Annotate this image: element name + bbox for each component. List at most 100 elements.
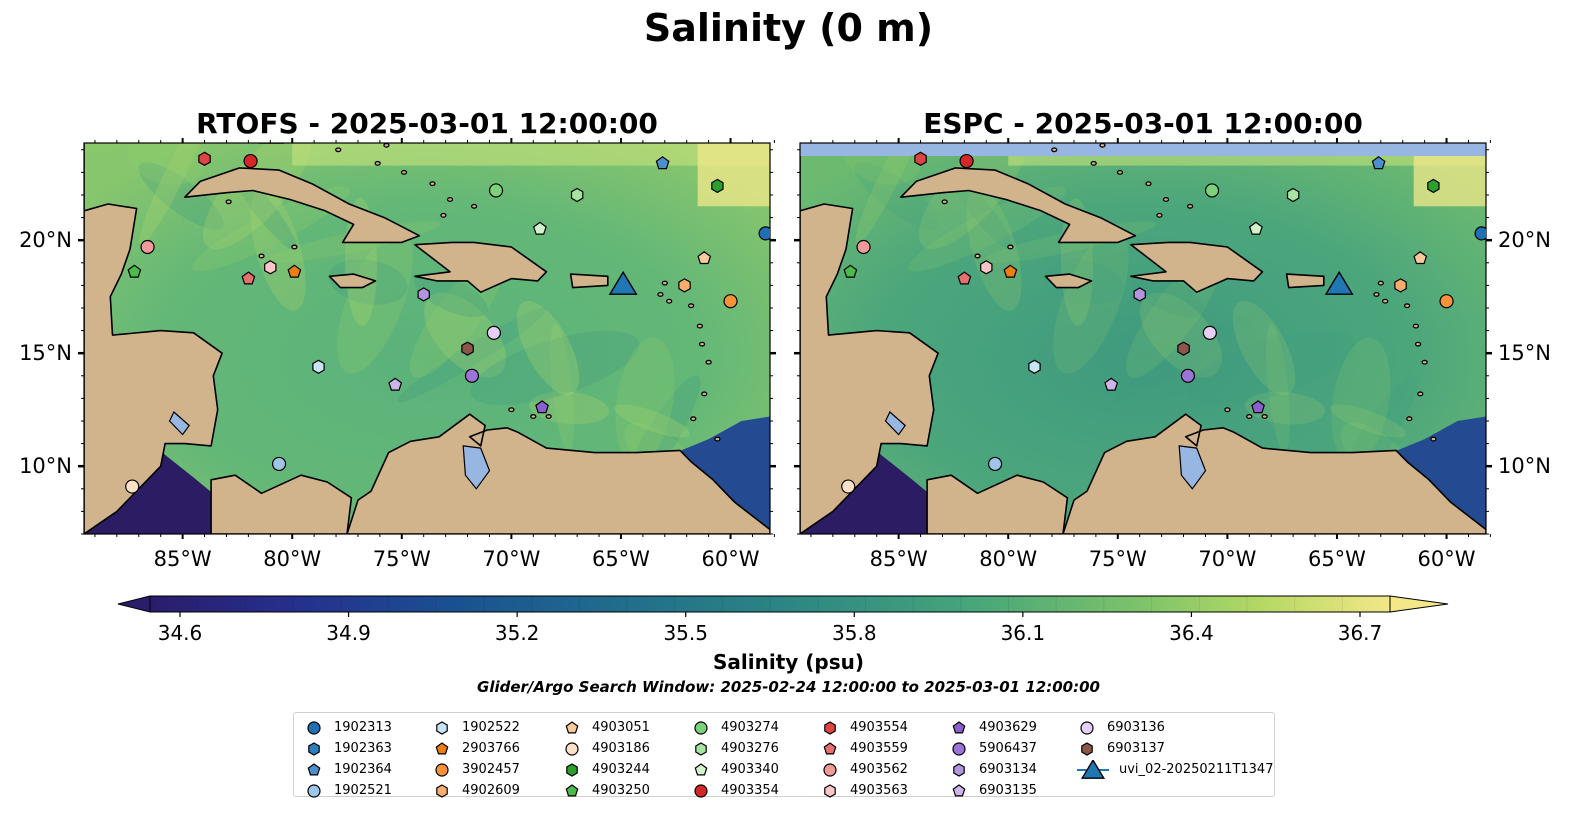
legend-label: 1902313: [334, 720, 392, 735]
espc-panel: 85°W 80°W 75°W 70°W 65°W 60°W 20°N 15°N 10°N ESPC…: [794, 107, 1551, 571]
island: [1403, 303, 1411, 309]
island: [1261, 414, 1268, 419]
obs-marker-1902313: [758, 226, 770, 241]
search-window-text: Glider/Argo Search Window: 2025-02-24 12…: [477, 678, 1100, 696]
island: [383, 143, 390, 148]
legend-marker-icon: [824, 720, 836, 735]
obs-marker-4903276: [1286, 187, 1300, 203]
lon-tick-label: 70°W: [482, 547, 540, 571]
legend-item: 4903274: [691, 717, 779, 738]
legend-label: 6903136: [1107, 720, 1165, 735]
obs-marker-4902609: [678, 278, 691, 293]
legend-label: 4903354: [721, 783, 779, 798]
legend-label: 4903276: [721, 741, 779, 756]
island: [1414, 341, 1422, 347]
island: [1051, 147, 1058, 153]
obs-marker-4903354: [243, 153, 258, 169]
island: [1099, 143, 1106, 148]
island: [701, 391, 708, 397]
obs-marker-4903629: [535, 400, 549, 414]
island: [545, 414, 552, 419]
obs-marker-4903563: [980, 260, 993, 275]
legend-item: 4903354: [691, 780, 779, 801]
obs-marker-6903137: [461, 341, 474, 356]
legend-label: 4903250: [592, 783, 650, 798]
panel-title: ESPC - 2025-03-01 12:00:00: [923, 107, 1363, 140]
obs-marker-uvi_02-20250211T1347: [608, 270, 638, 295]
island: [225, 199, 232, 205]
land-mass: [926, 474, 1069, 534]
island: [974, 253, 981, 259]
obs-marker-4903244: [1427, 178, 1440, 194]
legend-label: 4903051: [592, 720, 650, 735]
legend-label: 4903629: [979, 720, 1037, 735]
island: [1246, 414, 1253, 419]
legend-label: 6903134: [979, 762, 1037, 777]
land-mass: [84, 143, 223, 534]
obs-marker-6903136: [1202, 325, 1217, 340]
lat-tick-label: 20°N: [1498, 228, 1551, 252]
map-frame: [83, 142, 771, 535]
legend-item: 6903134: [949, 759, 1037, 780]
island: [446, 197, 454, 202]
island: [1382, 298, 1389, 304]
island: [1224, 407, 1231, 413]
island: [1090, 160, 1097, 166]
lon-tick-label: 80°W: [263, 547, 321, 571]
land-mass: [210, 474, 353, 534]
legend-item: 4903559: [820, 738, 908, 759]
lat-tick-label: 15°N: [19, 341, 72, 365]
legend-item: 1902364: [304, 759, 392, 780]
map-frame: [799, 142, 1487, 535]
legend-marker-icon: [307, 783, 321, 798]
legend-label: 1902522: [462, 720, 520, 735]
legend-label: 2903766: [462, 741, 520, 756]
legend-item: 4903562: [820, 759, 908, 780]
legend-marker-icon: [694, 783, 708, 798]
legend-marker-icon: [952, 783, 966, 796]
land-mass: [1130, 241, 1264, 294]
island: [705, 359, 712, 365]
obs-marker-4903563: [264, 260, 277, 275]
island: [440, 212, 447, 218]
legend-marker-icon: [565, 741, 579, 756]
rtofs-panel: 85°W 80°W 75°W 70°W 65°W 60°W 20°N 15°N 10°N RTOF…: [19, 107, 776, 571]
land-mass: [569, 273, 609, 289]
legend: 1902313 1902363 1902364 1902521 1902522 29037…: [293, 712, 1275, 798]
obs-marker-6903135: [1104, 377, 1119, 391]
legend-marker-icon: [1080, 720, 1094, 735]
island: [1145, 181, 1152, 187]
colorbar-tick-label: 36.1: [1001, 621, 1046, 645]
legend-label: 4903340: [721, 762, 779, 777]
obs-marker-4903186: [125, 479, 140, 494]
obs-marker-4903340: [532, 221, 547, 235]
island: [1377, 280, 1384, 286]
legend-item: 4903276: [691, 738, 779, 759]
obs-marker-4903274: [488, 183, 504, 198]
island: [1186, 203, 1194, 209]
legend-marker-icon: [952, 741, 966, 756]
legend-marker-icon: [565, 720, 579, 733]
island: [1373, 291, 1380, 297]
legend-marker-icon: [1081, 741, 1093, 756]
obs-marker-6903136: [486, 325, 501, 340]
island: [470, 203, 478, 209]
legend-label: 3902457: [462, 762, 520, 777]
obs-marker-6903134: [417, 287, 430, 302]
legend-label: 1902521: [334, 783, 392, 798]
legend-marker-icon: [695, 741, 707, 756]
land-mass: [328, 273, 377, 289]
island: [530, 414, 537, 419]
obs-marker-6903137: [1177, 341, 1190, 356]
legend-marker-icon: [435, 741, 449, 754]
lon-tick-label: 60°W: [702, 547, 760, 571]
island: [1116, 169, 1124, 175]
lake: [884, 411, 907, 436]
legend-item: 6903137: [1077, 738, 1273, 759]
island: [690, 416, 697, 422]
land-mass: [346, 413, 770, 534]
island: [1412, 323, 1420, 329]
obs-marker-4903554: [914, 151, 927, 166]
obs-marker-4903559: [241, 271, 256, 285]
legend-label: 4903554: [850, 720, 908, 735]
